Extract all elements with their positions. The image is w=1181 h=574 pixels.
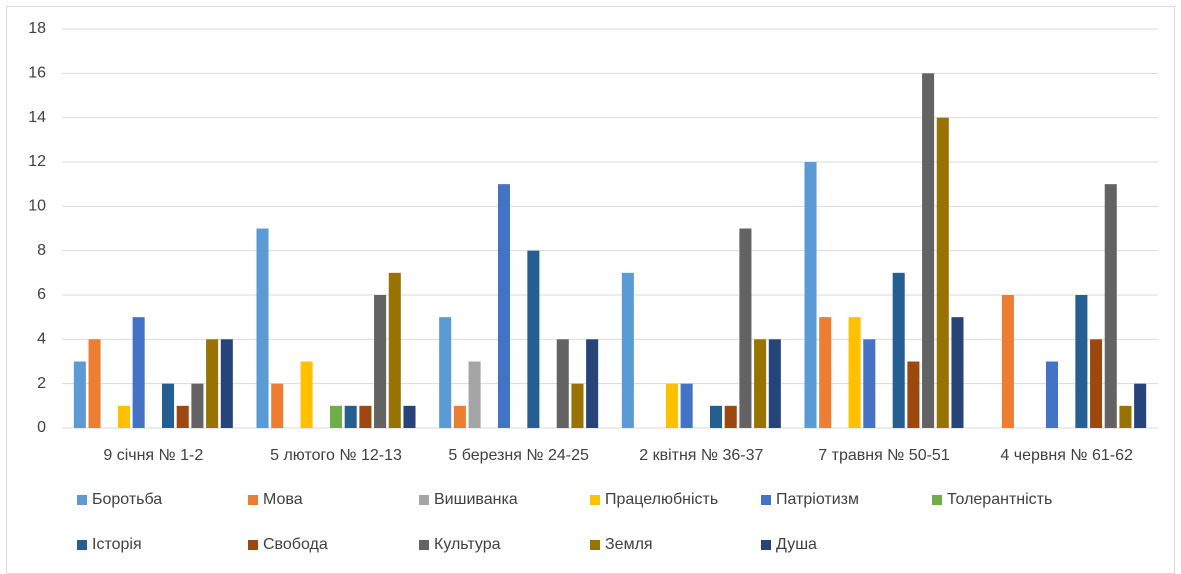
bar xyxy=(374,295,387,428)
bar xyxy=(556,339,569,428)
bar xyxy=(359,405,372,428)
legend-label: Вишиванка xyxy=(434,491,518,508)
bar xyxy=(527,250,540,428)
bar xyxy=(724,405,737,428)
bar xyxy=(388,272,401,428)
bar xyxy=(468,361,481,428)
legend-label: Працелюбність xyxy=(605,491,718,508)
bar xyxy=(922,73,935,428)
y-tick-label: 10 xyxy=(28,198,46,215)
bar xyxy=(710,405,723,428)
bar xyxy=(300,361,313,428)
bar xyxy=(1119,405,1132,428)
bar xyxy=(571,383,584,428)
legend-swatch xyxy=(77,540,87,550)
bar xyxy=(176,405,189,428)
bar xyxy=(256,228,269,428)
bar xyxy=(586,339,599,428)
x-tick-label: 5 лютого № 12-13 xyxy=(270,447,402,464)
legend-swatch xyxy=(248,540,258,550)
bar xyxy=(848,317,861,428)
legend-label: Душа xyxy=(776,536,817,553)
bar xyxy=(271,383,284,428)
bar xyxy=(665,383,678,428)
legend-label: Історія xyxy=(92,536,142,553)
legend-swatch xyxy=(761,540,771,550)
legend-swatch xyxy=(77,495,87,505)
bar xyxy=(863,339,876,428)
legend-swatch xyxy=(419,495,429,505)
chart-border xyxy=(6,6,1175,574)
legend-label: Свобода xyxy=(263,536,328,553)
x-tick-label: 5 березня № 24-25 xyxy=(448,447,589,464)
legend-label: Патріотизм xyxy=(776,491,859,508)
legend-swatch xyxy=(248,495,258,505)
bar xyxy=(621,272,634,428)
bar xyxy=(804,162,817,428)
bar xyxy=(739,228,752,428)
bar xyxy=(453,405,466,428)
bar xyxy=(680,383,693,428)
bar xyxy=(162,383,175,428)
bar xyxy=(403,405,416,428)
legend-swatch xyxy=(761,495,771,505)
bar xyxy=(1090,339,1103,428)
y-tick-label: 6 xyxy=(37,286,46,303)
legend-label: Боротьба xyxy=(92,491,162,508)
y-tick-label: 2 xyxy=(37,375,46,392)
bar xyxy=(1001,295,1014,428)
bar xyxy=(73,361,86,428)
legend-label: Мова xyxy=(263,491,303,508)
bar xyxy=(220,339,233,428)
legend-swatch xyxy=(932,495,942,505)
bar xyxy=(1104,184,1117,428)
x-tick-label: 9 січня № 1-2 xyxy=(103,447,204,464)
y-tick-label: 8 xyxy=(37,242,46,259)
bar xyxy=(191,383,204,428)
legend-swatch xyxy=(419,540,429,550)
bar xyxy=(754,339,767,428)
bar xyxy=(132,317,145,428)
bar xyxy=(951,317,964,428)
x-tick-label: 4 червня № 61-62 xyxy=(1000,447,1133,464)
bar xyxy=(1075,295,1088,428)
bar xyxy=(936,117,949,429)
bar xyxy=(88,339,101,428)
y-tick-label: 14 xyxy=(28,109,46,126)
bar xyxy=(819,317,832,428)
legend-swatch xyxy=(590,495,600,505)
y-tick-label: 4 xyxy=(37,331,46,348)
y-tick-label: 0 xyxy=(37,419,46,436)
bar xyxy=(892,272,905,428)
legend-label: Толерантність xyxy=(947,491,1052,508)
bar xyxy=(344,405,357,428)
x-tick-label: 2 квітня № 36-37 xyxy=(639,447,764,464)
bar xyxy=(206,339,219,428)
y-tick-label: 18 xyxy=(28,20,46,37)
bar xyxy=(1045,361,1058,428)
bar xyxy=(439,317,452,428)
y-tick-label: 16 xyxy=(28,65,46,82)
bar xyxy=(329,405,343,428)
legend-swatch xyxy=(590,540,600,550)
bar xyxy=(497,184,510,428)
bar xyxy=(907,361,920,428)
bar xyxy=(1134,383,1147,428)
legend-label: Культура xyxy=(434,536,501,553)
bar xyxy=(117,405,130,428)
y-tick-label: 12 xyxy=(28,153,46,170)
x-tick-label: 7 травня № 50-51 xyxy=(818,447,950,464)
legend-label: Земля xyxy=(605,536,653,553)
bar xyxy=(768,339,781,428)
